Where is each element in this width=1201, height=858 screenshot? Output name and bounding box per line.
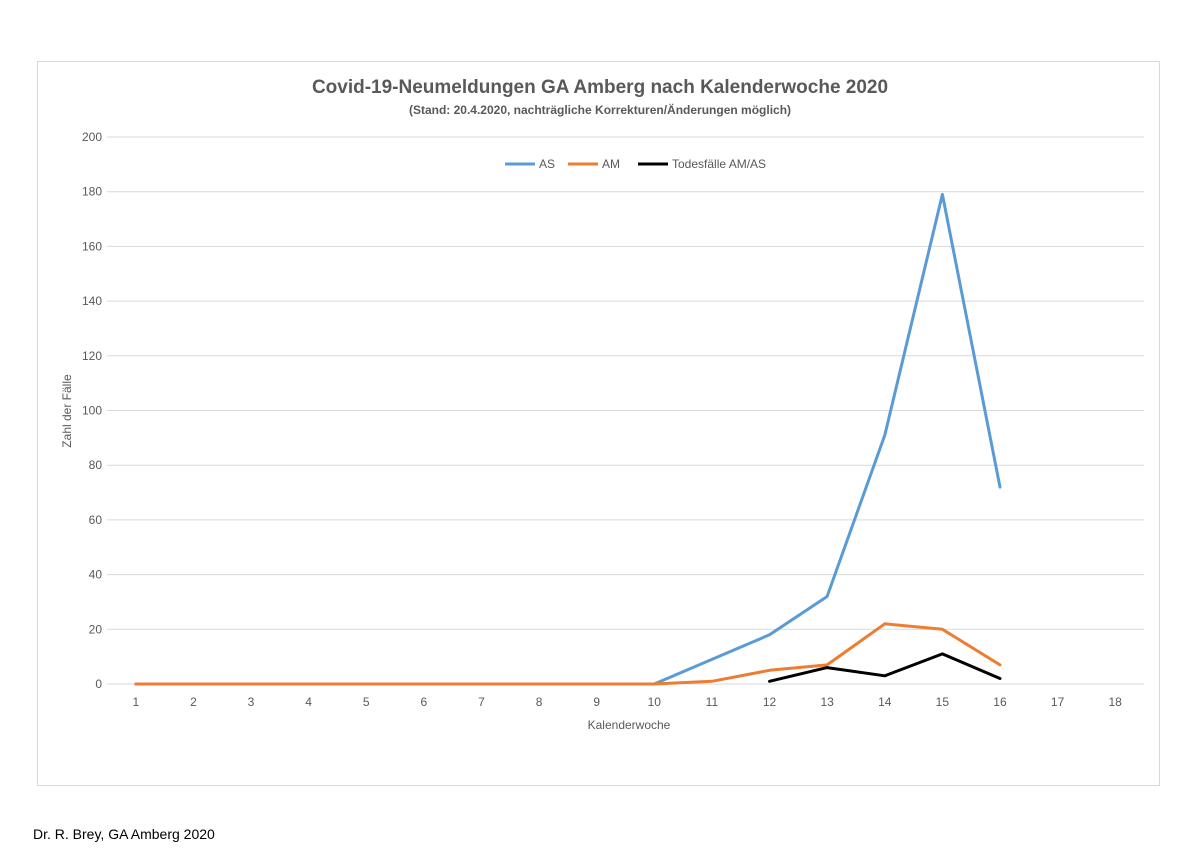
series-line-0 (134, 192, 1002, 686)
y-tick-label: 200 (82, 130, 102, 144)
y-tick-label: 140 (82, 294, 102, 308)
y-tick-label: 40 (89, 568, 103, 582)
y-tick-label: 20 (89, 622, 103, 636)
legend: AS AM Todesfälle AM/AS (505, 157, 766, 171)
x-tick-label: 6 (421, 695, 428, 709)
footer-credit: Dr. R. Brey, GA Amberg 2020 (33, 826, 215, 842)
series-line-1 (134, 622, 1002, 686)
y-axis-label: Zahl der Fälle (60, 374, 74, 448)
y-tick-label: 160 (82, 239, 102, 253)
x-tick-label: 5 (363, 695, 370, 709)
x-tick-label: 17 (1051, 695, 1065, 709)
x-axis-ticks: 1 2 3 4 5 6 7 8 9 10 11 12 13 14 15 16 17 18 (132, 695, 1122, 709)
x-tick-label: 16 (993, 695, 1007, 709)
gridlines (107, 136, 1144, 685)
y-tick-label: 60 (89, 513, 103, 527)
x-tick-label: 9 (593, 695, 600, 709)
x-tick-label: 1 (132, 695, 139, 709)
series-line-2 (768, 652, 1002, 683)
x-tick-label: 7 (478, 695, 485, 709)
x-tick-label: 10 (648, 695, 662, 709)
x-tick-label: 18 (1109, 695, 1123, 709)
x-tick-label: 4 (305, 695, 312, 709)
x-tick-label: 8 (536, 695, 543, 709)
y-tick-label: 80 (89, 458, 103, 472)
chart-area: Covid-19-Neumeldungen GA Amberg nach Kal… (37, 61, 1160, 786)
x-tick-label: 13 (820, 695, 834, 709)
y-tick-label: 0 (95, 677, 102, 691)
x-tick-label: 15 (936, 695, 950, 709)
x-tick-label: 11 (706, 695, 719, 709)
x-tick-label: 14 (878, 695, 892, 709)
line-chart: Covid-19-Neumeldungen GA Amberg nach Kal… (60, 77, 1144, 732)
legend-label: Todesfälle AM/AS (672, 157, 766, 171)
y-tick-label: 120 (82, 349, 102, 363)
x-tick-label: 3 (248, 695, 255, 709)
legend-label: AS (539, 157, 555, 171)
x-tick-label: 12 (763, 695, 777, 709)
y-tick-label: 180 (82, 185, 102, 199)
chart-subtitle: (Stand: 20.4.2020, nachträgliche Korrekt… (409, 102, 791, 117)
x-axis-label: Kalenderwoche (588, 718, 671, 732)
x-tick-label: 2 (190, 695, 197, 709)
y-axis-ticks: 0 20 40 60 80 100 120 140 160 180 200 (82, 130, 102, 691)
legend-label: AM (602, 157, 620, 171)
series-lines (134, 192, 1002, 686)
y-tick-label: 100 (82, 404, 102, 418)
chart-title: Covid-19-Neumeldungen GA Amberg nach Kal… (312, 77, 888, 98)
